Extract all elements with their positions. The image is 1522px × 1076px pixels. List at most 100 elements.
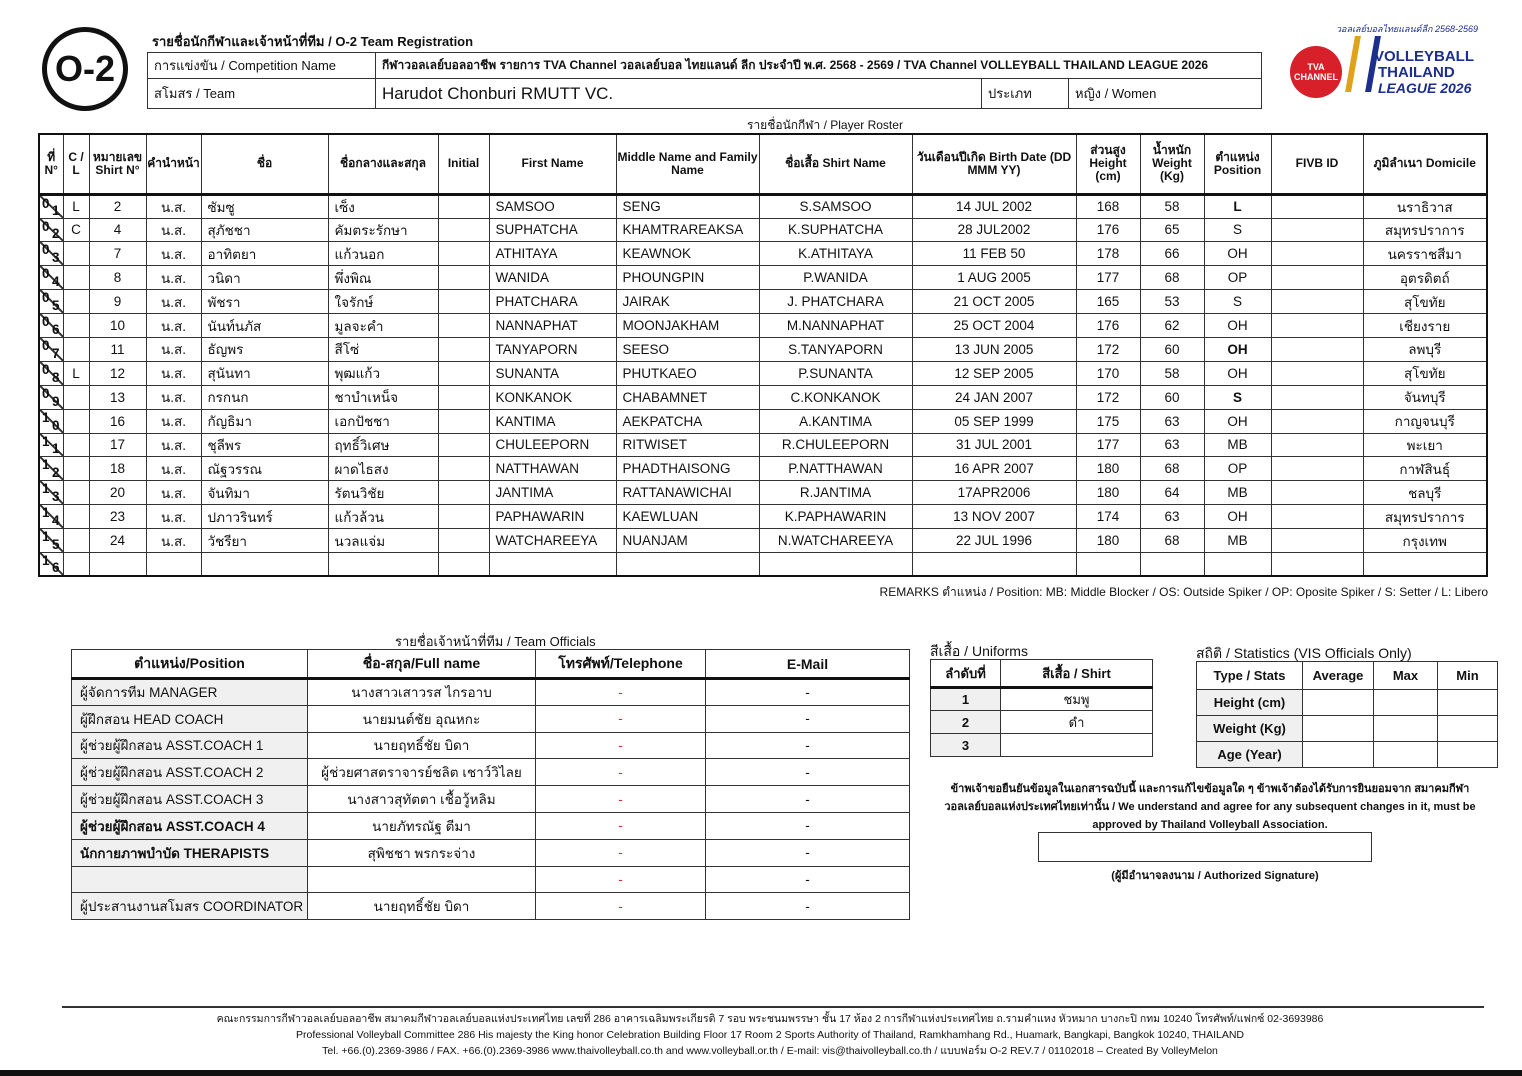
roster-cell[interactable]: S.TANYAPORN [758,336,913,362]
roster-cell[interactable]: 66 [1139,241,1205,267]
roster-cell[interactable] [437,241,490,267]
roster-cell[interactable]: 177 [1075,265,1141,291]
roster-cell[interactable]: 20 [88,480,147,506]
roster-cell[interactable] [1270,360,1364,386]
officials-cell[interactable]: - [535,865,706,894]
roster-cell[interactable]: 53 [1139,289,1205,315]
stats-cell[interactable] [1302,715,1374,742]
roster-cell[interactable] [437,432,490,458]
roster-cell[interactable] [62,480,90,506]
roster-cell[interactable]: น.ส. [145,265,202,291]
roster-cell[interactable] [1270,504,1364,530]
roster-cell[interactable]: วนิดา [200,265,329,291]
roster-cell[interactable]: 28 JUL2002 [911,217,1077,243]
roster-cell[interactable]: 16 APR 2007 [911,456,1077,482]
roster-cell[interactable]: CHULEEPORN [488,432,617,458]
roster-cell[interactable] [437,528,490,553]
roster-cell[interactable]: 176 [1075,217,1141,243]
officials-cell[interactable]: - [705,758,910,787]
officials-cell[interactable]: นายฤทธิ์ชัย บิดา [307,731,536,760]
roster-cell[interactable]: น.ส. [145,241,202,267]
roster-cell[interactable]: 25 OCT 2004 [911,313,1077,338]
roster-cell[interactable]: 165 [1075,289,1141,315]
roster-cell[interactable]: ชลบุรี [1362,480,1488,506]
roster-cell[interactable]: JANTIMA [488,480,617,506]
roster-cell[interactable]: NATTHAWAN [488,456,617,482]
roster-cell[interactable]: 05 SEP 1999 [911,408,1077,434]
stats-cell[interactable]: Age (Year) [1196,741,1303,768]
roster-cell[interactable]: S [1203,384,1272,410]
roster-cell[interactable]: เอกปัชชา [327,408,439,434]
officials-cell[interactable]: นายมนต์ชัย อุณหกะ [307,704,536,733]
officials-cell[interactable]: ผู้จัดการทีม MANAGER [71,678,308,706]
officials-cell[interactable]: ผู้ฝึกสอน HEAD COACH [71,704,308,733]
roster-cell[interactable]: PHOUNGPIN [615,265,760,291]
officials-cell[interactable]: นางสาวเสาวรส ไกรอาบ [307,678,536,706]
officials-cell[interactable] [71,865,308,894]
roster-cell[interactable]: น.ส. [145,360,202,386]
roster-cell[interactable]: AEKPATCHA [615,408,760,434]
officials-cell[interactable]: - [705,731,910,760]
roster-cell[interactable] [62,504,90,530]
roster-cell[interactable]: A.KANTIMA [758,408,913,434]
roster-cell[interactable]: 63 [1139,408,1205,434]
roster-cell[interactable]: จันทบุรี [1362,384,1488,410]
officials-cell[interactable]: นักกายภาพบำบัด THERAPISTS [71,838,308,867]
roster-cell[interactable]: 21 OCT 2005 [911,289,1077,315]
roster-cell[interactable]: 12 [88,360,147,386]
roster-cell[interactable]: 64 [1139,480,1205,506]
roster-cell[interactable]: พัชรา [200,289,329,315]
stats-cell[interactable] [1373,689,1438,716]
roster-cell[interactable]: M.NANNAPHAT [758,313,913,338]
roster-cell[interactable]: น.ส. [145,504,202,530]
roster-cell[interactable]: 7 [88,241,147,267]
officials-cell[interactable]: ผู้ประสานงานสโมสร COORDINATOR [71,892,308,921]
roster-cell[interactable]: OH [1203,336,1272,362]
roster-cell[interactable]: 180 [1075,480,1141,506]
roster-cell[interactable]: รัตนวิชัย [327,480,439,506]
roster-cell[interactable]: JAIRAK [615,289,760,315]
roster-cell[interactable]: นันท์นภัส [200,313,329,338]
roster-cell[interactable] [911,551,1077,577]
roster-cell[interactable]: คัมตระรักษา [327,217,439,243]
roster-cell[interactable] [437,456,490,482]
roster-cell[interactable]: PHATCHARA [488,289,617,315]
roster-cell[interactable]: PAPHAWARIN [488,504,617,530]
roster-cell[interactable]: 18 [88,456,147,482]
roster-cell[interactable]: พึ่งพิณ [327,265,439,291]
roster-cell[interactable]: 13 NOV 2007 [911,504,1077,530]
roster-cell[interactable] [1270,193,1364,219]
roster-cell[interactable] [1270,456,1364,482]
roster-cell[interactable]: R.CHULEEPORN [758,432,913,458]
roster-cell[interactable] [488,551,617,577]
roster-cell[interactable]: นราธิวาส [1362,193,1488,219]
roster-cell[interactable]: ผาดไธสง [327,456,439,482]
roster-cell[interactable]: 68 [1139,265,1205,291]
roster-cell[interactable]: น.ส. [145,289,202,315]
roster-cell[interactable]: OH [1203,360,1272,386]
roster-cell[interactable]: 172 [1075,336,1141,362]
roster-cell[interactable]: L [62,193,90,219]
roster-cell[interactable]: ธัญพร [200,336,329,362]
roster-cell[interactable]: KONKANOK [488,384,617,410]
roster-cell[interactable]: พะเยา [1362,432,1488,458]
roster-cell[interactable]: 63 [1139,432,1205,458]
roster-cell[interactable]: น.ส. [145,384,202,410]
roster-cell[interactable]: PHADTHAISONG [615,456,760,482]
roster-cell[interactable]: OH [1203,504,1272,530]
signature-box[interactable] [1038,832,1372,862]
roster-cell[interactable] [437,336,490,362]
roster-cell[interactable]: RITWISET [615,432,760,458]
roster-cell[interactable]: KAEWLUAN [615,504,760,530]
roster-cell[interactable]: ซัมซู [200,193,329,219]
roster-cell[interactable]: ชุลีพร [200,432,329,458]
roster-cell[interactable] [437,289,490,315]
roster-cell[interactable]: สีโซ่ [327,336,439,362]
roster-cell[interactable] [1270,432,1364,458]
roster-cell[interactable] [437,551,490,577]
officials-cell[interactable]: ผู้ช่วยผู้ฝึกสอน ASST.COACH 4 [71,811,308,840]
